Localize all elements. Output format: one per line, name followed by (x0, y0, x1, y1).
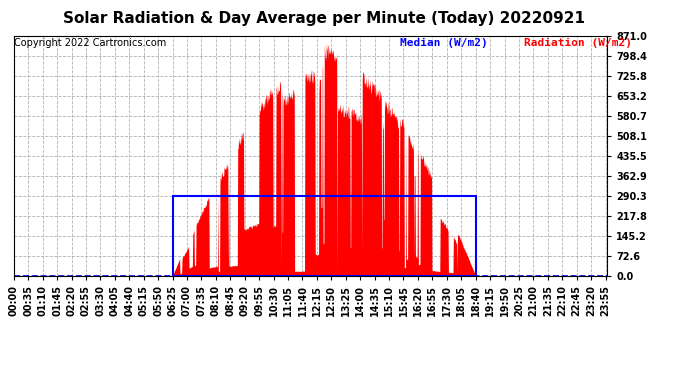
Text: Radiation (W/m2): Radiation (W/m2) (524, 38, 633, 48)
Text: Median (W/m2): Median (W/m2) (400, 38, 488, 48)
Bar (172, 196, 475, 276)
Text: Copyright 2022 Cartronics.com: Copyright 2022 Cartronics.com (14, 38, 166, 48)
Text: Solar Radiation & Day Average per Minute (Today) 20220921: Solar Radiation & Day Average per Minute… (63, 11, 585, 26)
